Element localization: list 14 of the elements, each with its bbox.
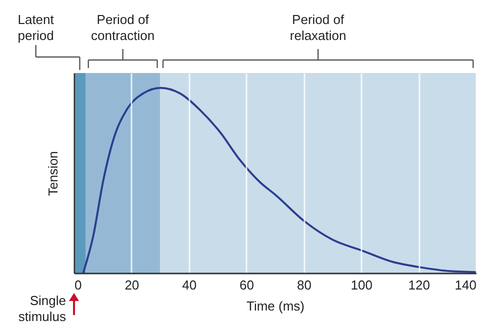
x-tick-label: 140 [454,278,476,292]
x-tick-label: 40 [182,278,197,292]
x-tick-label: 20 [124,278,140,292]
x-tick-label: 100 [350,278,372,292]
band-label: Period of relaxation [290,12,346,43]
text: Single stimulus [18,293,66,324]
x-tick-label: 120 [408,278,430,292]
x-tick-label: 60 [240,278,254,292]
band-label: Period of contraction [91,12,155,43]
x-tick-label: 80 [296,278,312,292]
y-axis-title: Tension [46,151,60,196]
x-axis-title: Time (ms) [246,298,305,314]
band-label: Latent period [18,12,54,43]
x-tick-label: 0 [74,278,82,292]
